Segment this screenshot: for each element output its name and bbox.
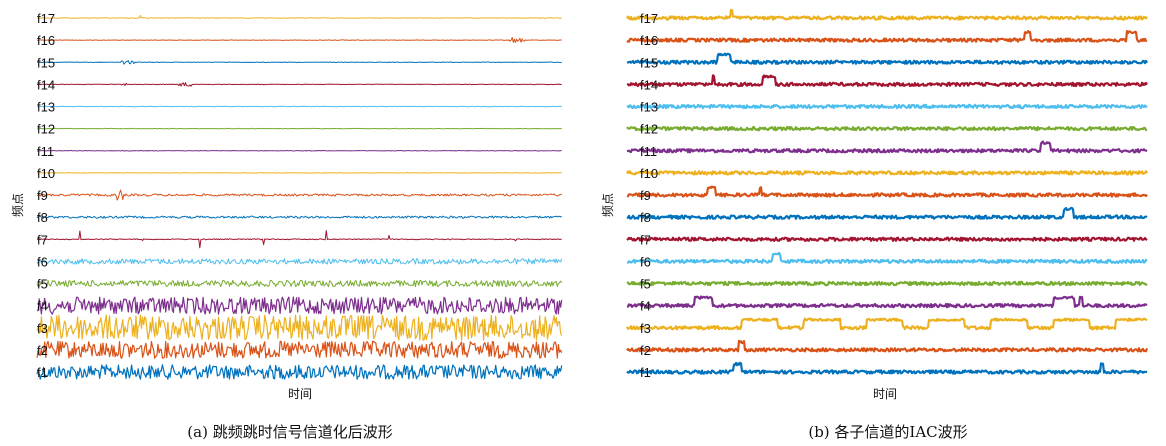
tick-label-f14: f14 xyxy=(640,77,658,92)
tick-label-f10: f10 xyxy=(640,166,658,181)
series-line-f2 xyxy=(36,340,563,359)
tick-label-f16: f16 xyxy=(37,33,55,48)
tick-label-f9: f9 xyxy=(640,188,651,203)
tick-label-f4: f4 xyxy=(640,299,651,314)
panel-b-ylabel: 频点 xyxy=(601,193,615,217)
tick-label-f6: f6 xyxy=(640,254,651,269)
tick-label-f10: f10 xyxy=(37,166,55,181)
series-line-f4 xyxy=(626,295,1148,309)
series-line-f16 xyxy=(626,30,1148,43)
series-line-f17 xyxy=(36,15,562,19)
series-line-f16 xyxy=(36,37,562,43)
series-line-f8 xyxy=(36,215,562,219)
panel-a-waveforms: f1 f2 f3 f4 f5 f6 f7 f8 f9 f10 f11 f12 f13 f14 f15 f16 f… xyxy=(36,11,563,380)
series-line-f5 xyxy=(626,280,1148,287)
tick-label-f15: f15 xyxy=(640,55,658,70)
tick-label-f17: f17 xyxy=(37,11,55,26)
series-line-f2 xyxy=(626,339,1149,353)
tick-label-f17: f17 xyxy=(640,11,658,26)
panel-b-xlabel: 时间 xyxy=(873,387,897,401)
tick-label-f12: f12 xyxy=(640,122,658,137)
series-line-f5 xyxy=(36,279,563,288)
series-line-f13 xyxy=(36,105,562,108)
series-line-f15 xyxy=(36,60,562,65)
tick-label-f2: f2 xyxy=(640,343,651,358)
series-line-f15 xyxy=(626,52,1148,65)
tick-label-f13: f13 xyxy=(640,100,658,115)
tick-label-f8: f8 xyxy=(640,210,651,225)
tick-label-f13: f13 xyxy=(37,100,55,115)
tick-label-f2: f2 xyxy=(37,343,48,358)
series-line-f11 xyxy=(626,140,1148,154)
tick-label-f3: f3 xyxy=(37,321,48,336)
series-line-f9 xyxy=(626,185,1148,198)
series-line-f11 xyxy=(37,150,562,152)
tick-label-f7: f7 xyxy=(37,232,48,247)
series-line-f3 xyxy=(36,314,563,341)
tick-label-f1: f1 xyxy=(640,365,651,380)
series-line-f7 xyxy=(37,230,562,249)
tick-label-f11: f11 xyxy=(37,144,54,159)
series-line-f7 xyxy=(626,236,1148,242)
series-line-f10 xyxy=(36,172,562,174)
tick-label-f5: f5 xyxy=(37,277,48,292)
panel-a-caption: (a) 跳频跳时信号信道化后波形 xyxy=(187,423,392,441)
series-line-f17 xyxy=(626,8,1148,21)
panel-b-caption: (b) 各子信道的IAC波形 xyxy=(808,423,967,441)
series-line-f13 xyxy=(626,103,1148,110)
tick-label-f11: f11 xyxy=(640,144,657,159)
series-line-f12 xyxy=(626,125,1148,132)
series-line-f14 xyxy=(626,74,1148,88)
tick-label-f5: f5 xyxy=(640,277,651,292)
series-line-f6 xyxy=(36,258,563,265)
series-line-f1 xyxy=(626,361,1148,375)
series-line-f6 xyxy=(626,251,1148,265)
tick-label-f7: f7 xyxy=(640,232,651,247)
panel-b-iac-waveforms: f1 f2 f3 f4 f5 f6 f7 f8 f9 f10 f11 f12 f13 f14 f15 f16 f… xyxy=(626,8,1149,380)
series-line-f1 xyxy=(36,364,563,380)
series-line-f9 xyxy=(36,189,562,201)
series-line-f12 xyxy=(37,127,562,130)
tick-label-f9: f9 xyxy=(37,188,48,203)
tick-label-f12: f12 xyxy=(37,122,55,137)
tick-label-f1: f1 xyxy=(37,365,48,380)
tick-label-f6: f6 xyxy=(37,254,48,269)
series-line-f14 xyxy=(36,82,562,87)
series-line-f10 xyxy=(626,170,1148,176)
panel-a-xlabel: 时间 xyxy=(288,387,312,401)
tick-label-f14: f14 xyxy=(37,77,55,92)
tick-label-f3: f3 xyxy=(640,321,651,336)
tick-label-f4: f4 xyxy=(37,299,48,314)
tick-label-f15: f15 xyxy=(37,55,55,70)
series-line-f3 xyxy=(626,317,1148,331)
tick-label-f8: f8 xyxy=(37,210,48,225)
series-line-f8 xyxy=(626,206,1148,220)
series-line-f4 xyxy=(36,296,563,315)
panel-a-ylabel: 频点 xyxy=(11,193,25,217)
tick-label-f16: f16 xyxy=(640,33,658,48)
